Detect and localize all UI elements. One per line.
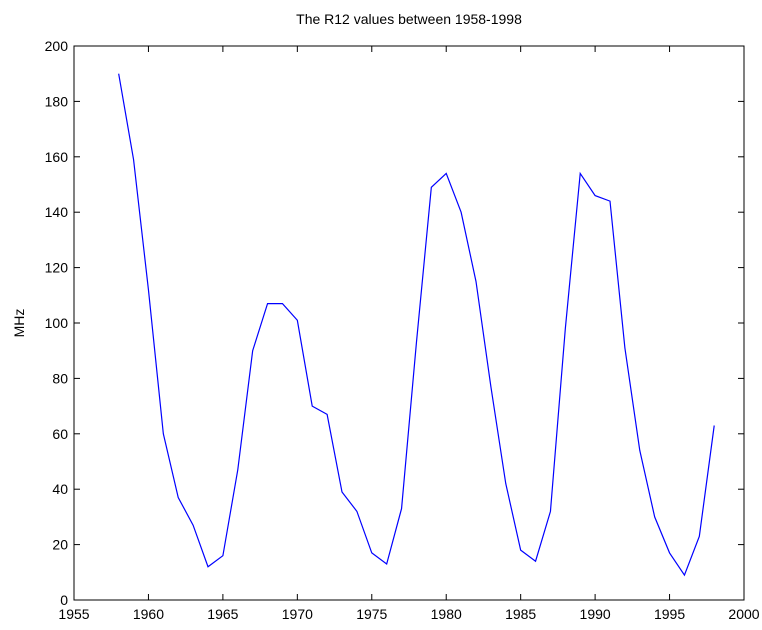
x-tick-label: 1965 bbox=[207, 606, 238, 622]
y-tick-label: 200 bbox=[45, 38, 69, 54]
x-tick-label: 1970 bbox=[282, 606, 313, 622]
x-tick-label: 1995 bbox=[654, 606, 685, 622]
x-tick-label: 2000 bbox=[728, 606, 759, 622]
y-tick-label: 0 bbox=[60, 592, 68, 608]
y-tick-label: 180 bbox=[45, 93, 69, 109]
x-tick-label: 1955 bbox=[58, 606, 89, 622]
y-axis-label: MHz bbox=[11, 309, 27, 338]
y-tick-label: 40 bbox=[52, 481, 68, 497]
x-tick-label: 1960 bbox=[133, 606, 164, 622]
x-tick-label: 1990 bbox=[580, 606, 611, 622]
y-tick-label: 60 bbox=[52, 426, 68, 442]
x-tick-label: 1975 bbox=[356, 606, 387, 622]
y-tick-label: 100 bbox=[45, 315, 69, 331]
y-tick-label: 120 bbox=[45, 260, 69, 276]
x-tick-label: 1985 bbox=[505, 606, 536, 622]
y-tick-label: 160 bbox=[45, 149, 69, 165]
x-tick-label: 1980 bbox=[431, 606, 462, 622]
plot-frame bbox=[73, 45, 745, 601]
y-tick-label: 80 bbox=[52, 370, 68, 386]
y-tick-label: 140 bbox=[45, 204, 69, 220]
chart-title: The R12 values between 1958-1998 bbox=[296, 11, 522, 27]
y-tick-label: 20 bbox=[52, 537, 68, 553]
data-line bbox=[118, 73, 715, 577]
